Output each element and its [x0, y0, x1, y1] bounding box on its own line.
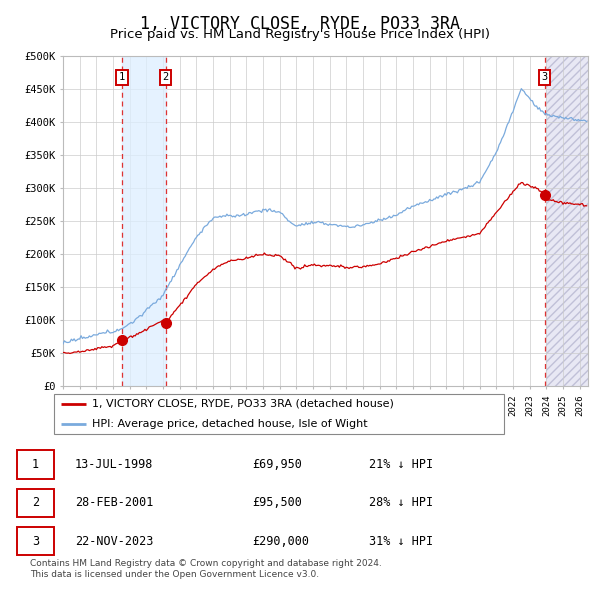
Text: Contains HM Land Registry data © Crown copyright and database right 2024.
This d: Contains HM Land Registry data © Crown c…: [30, 559, 382, 579]
Text: 1: 1: [32, 458, 39, 471]
Bar: [547, 56, 600, 386]
Text: 28-FEB-2001: 28-FEB-2001: [75, 496, 154, 510]
Text: 1, VICTORY CLOSE, RYDE, PO33 3RA (detached house): 1, VICTORY CLOSE, RYDE, PO33 3RA (detach…: [92, 399, 394, 408]
Text: 21% ↓ HPI: 21% ↓ HPI: [369, 458, 433, 471]
Text: £290,000: £290,000: [252, 535, 309, 548]
Text: HPI: Average price, detached house, Isle of Wight: HPI: Average price, detached house, Isle…: [92, 419, 368, 428]
Text: 1: 1: [119, 72, 125, 82]
Text: 31% ↓ HPI: 31% ↓ HPI: [369, 535, 433, 548]
Text: 3: 3: [542, 72, 548, 82]
Text: 2: 2: [163, 72, 169, 82]
Text: 22-NOV-2023: 22-NOV-2023: [75, 535, 154, 548]
Text: £95,500: £95,500: [252, 496, 302, 510]
Text: 13-JUL-1998: 13-JUL-1998: [75, 458, 154, 471]
Text: 1, VICTORY CLOSE, RYDE, PO33 3RA: 1, VICTORY CLOSE, RYDE, PO33 3RA: [140, 15, 460, 34]
FancyBboxPatch shape: [54, 394, 504, 434]
Text: 3: 3: [32, 535, 39, 548]
Text: 28% ↓ HPI: 28% ↓ HPI: [369, 496, 433, 510]
Text: Price paid vs. HM Land Registry's House Price Index (HPI): Price paid vs. HM Land Registry's House …: [110, 28, 490, 41]
Text: 2: 2: [32, 496, 39, 510]
Bar: [122, 56, 166, 386]
Bar: [547, 56, 600, 386]
Text: £69,950: £69,950: [252, 458, 302, 471]
